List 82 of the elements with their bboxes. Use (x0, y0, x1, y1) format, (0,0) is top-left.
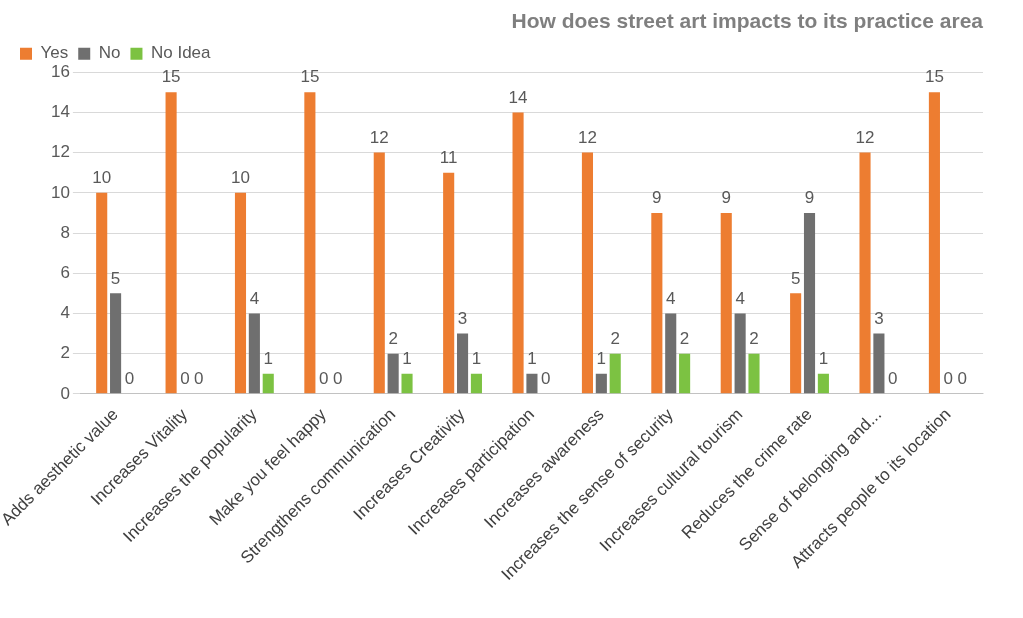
y-tick-label: 0 (60, 383, 70, 403)
y-tick-label: 8 (60, 222, 70, 242)
data-label: 0 (124, 369, 135, 389)
legend-label: Yes (40, 43, 69, 63)
bar (248, 313, 260, 394)
data-label: 1 (402, 348, 412, 368)
bar (679, 353, 691, 394)
legend-label: No (98, 43, 121, 63)
data-label: 1 (596, 348, 607, 368)
y-tick-label: 6 (60, 262, 70, 282)
bar (595, 373, 607, 394)
data-label: 12 (577, 127, 597, 147)
data-label: 14 (508, 87, 528, 107)
bar (234, 192, 247, 394)
bar (720, 212, 732, 394)
bar (96, 192, 108, 394)
data-label: 9 (652, 188, 662, 208)
bar (734, 313, 746, 394)
data-label: 2 (388, 328, 398, 348)
data-label: 1 (263, 348, 273, 368)
data-label: 0 (943, 369, 954, 389)
bar (262, 373, 274, 394)
data-label: 0 (180, 369, 190, 389)
data-label: 2 (749, 328, 759, 348)
bar (665, 313, 677, 394)
bar (609, 353, 621, 394)
data-label: 3 (457, 308, 468, 328)
bar (790, 293, 802, 394)
data-label: 5 (790, 268, 801, 288)
data-label: 4 (735, 288, 745, 308)
legend-label: No Idea (150, 43, 212, 63)
data-label: 0 (541, 369, 551, 389)
data-label: 1 (818, 348, 829, 368)
bar (387, 353, 399, 394)
data-label: 9 (804, 188, 815, 208)
data-label: 2 (610, 328, 620, 348)
y-tick-label: 2 (60, 343, 70, 363)
data-label: 12 (855, 127, 875, 147)
bar (581, 152, 594, 394)
bar (873, 333, 885, 394)
y-tick-label: 12 (50, 142, 70, 162)
data-label: 10 (92, 168, 112, 188)
data-label: 1 (471, 348, 482, 368)
y-tick-label: 14 (50, 102, 70, 122)
data-label: 1 (527, 348, 537, 368)
bar (457, 333, 469, 394)
data-label: 11 (439, 147, 458, 167)
bar (373, 152, 385, 394)
bar (443, 172, 455, 394)
bar (526, 373, 538, 394)
data-label: 9 (721, 188, 731, 208)
data-label: 4 (249, 288, 260, 308)
data-label: 5 (110, 268, 121, 288)
chart-title: How does street art impacts to its practice area (511, 9, 984, 33)
data-label: 15 (300, 67, 320, 87)
data-label: 4 (665, 288, 676, 308)
bar (110, 293, 122, 394)
data-label: 15 (161, 67, 181, 87)
bar (470, 373, 482, 394)
data-label: 0 (957, 369, 967, 389)
data-label: 3 (874, 308, 884, 328)
bar (165, 92, 177, 394)
data-label: 12 (369, 127, 389, 147)
data-label: 15 (924, 67, 944, 87)
bar (928, 92, 940, 394)
data-label: 10 (231, 168, 250, 188)
y-tick-label: 10 (50, 182, 70, 202)
bar (304, 92, 316, 394)
data-label: 0 (319, 369, 329, 389)
y-tick-label: 4 (60, 303, 70, 323)
data-label: 0 (194, 369, 204, 389)
bar (859, 152, 871, 394)
data-label: 0 (888, 369, 898, 389)
bar (512, 112, 524, 394)
y-tick-label: 16 (50, 61, 70, 81)
bar (651, 212, 663, 394)
data-label: 2 (679, 328, 690, 348)
bar (817, 373, 829, 394)
bar (803, 212, 816, 394)
bar (401, 373, 413, 394)
bar (748, 353, 760, 394)
data-label: 0 (332, 369, 343, 389)
